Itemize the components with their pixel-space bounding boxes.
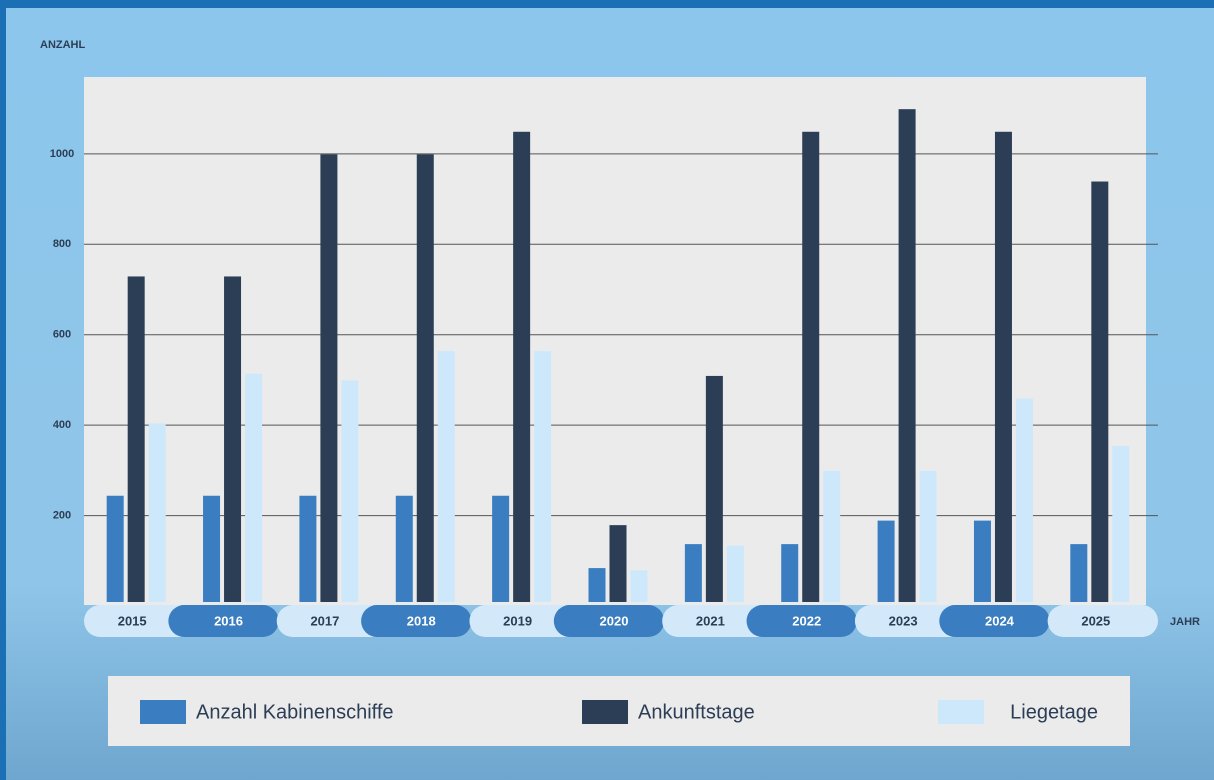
bar (802, 132, 819, 602)
bar (534, 351, 551, 602)
bar (224, 276, 241, 602)
bar (341, 380, 358, 602)
x-tick-label: 2019 (503, 613, 532, 628)
x-tick-label: 2025 (1081, 613, 1110, 628)
bar (878, 521, 895, 602)
legend-label: Anzahl Kabinenschiffe (196, 701, 394, 723)
bar (589, 568, 606, 602)
bar (706, 376, 723, 602)
y-tick-label: 200 (53, 509, 71, 521)
bar (1070, 544, 1087, 602)
bar (203, 496, 220, 602)
bar (417, 154, 434, 602)
y-tick-label: 800 (53, 238, 71, 250)
bar (245, 374, 262, 602)
x-tick-label: 2015 (118, 613, 147, 628)
x-tick-label: 2018 (407, 613, 436, 628)
legend-label: Ankunftstage (638, 701, 755, 723)
bar (320, 154, 337, 602)
bar (107, 496, 124, 602)
page: ANZAHL JAHR 200 400 600 800 1000 2015 2016 2017… (0, 0, 1214, 780)
x-tick-label: 2023 (889, 613, 918, 628)
bar (727, 545, 744, 602)
x-tick-label: 2021 (696, 613, 725, 628)
y-tick-label: 1000 (50, 148, 74, 160)
bar (1016, 399, 1033, 602)
bar (920, 471, 937, 602)
bar (492, 496, 509, 602)
legend-swatch (938, 700, 984, 724)
x-tick-label: 2016 (214, 613, 243, 628)
y-tick-label: 400 (53, 419, 71, 431)
legend-swatch (582, 700, 628, 724)
legend-swatch (140, 700, 186, 724)
top-border (0, 0, 1214, 8)
bar (995, 132, 1012, 602)
bar (1112, 446, 1129, 602)
bar (128, 276, 145, 602)
left-border (0, 0, 6, 780)
bar (1091, 182, 1108, 602)
bar (149, 423, 166, 602)
bar (781, 544, 798, 602)
bar (823, 471, 840, 602)
chart: ANZAHL JAHR 200 400 600 800 1000 2015 2016 2017… (0, 0, 1214, 780)
bar (299, 496, 316, 602)
x-tick-label: 2020 (600, 613, 629, 628)
bar (685, 544, 702, 602)
legend-label: Liegetage (1010, 701, 1098, 723)
x-axis-label: JAHR (1170, 616, 1200, 628)
y-tick-label: 600 (53, 329, 71, 341)
x-tick-label: 2022 (792, 613, 821, 628)
bar (899, 109, 916, 602)
bar (631, 570, 648, 602)
x-tick-label: 2024 (985, 613, 1015, 628)
bar (513, 132, 530, 602)
bar (396, 496, 413, 602)
bar (438, 351, 455, 602)
bar (610, 525, 627, 602)
x-tick-label: 2017 (310, 613, 339, 628)
y-axis-label: ANZAHL (40, 39, 85, 51)
bar (974, 521, 991, 602)
